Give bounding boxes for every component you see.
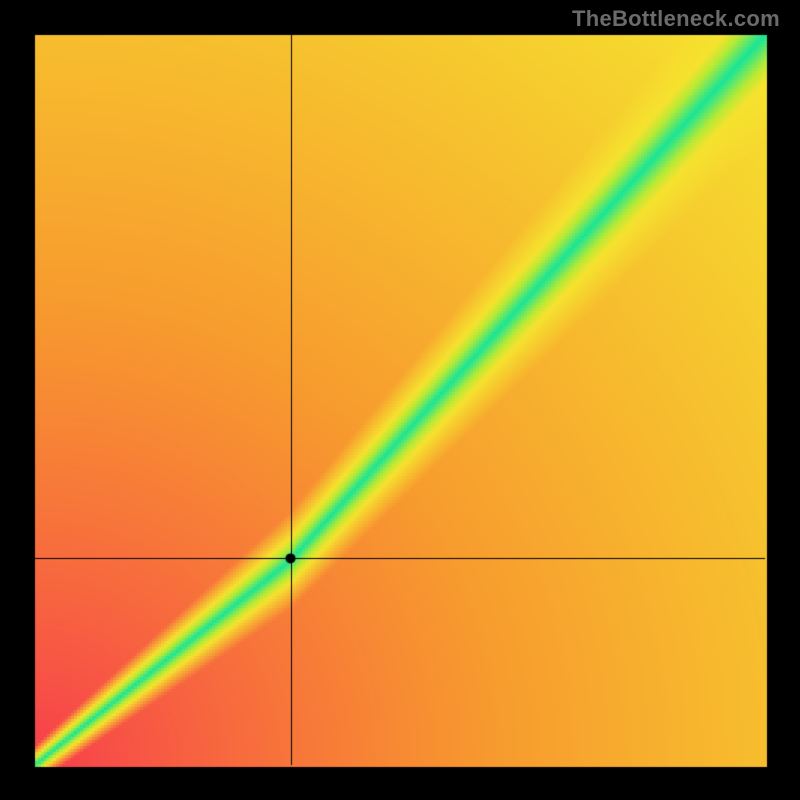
watermark-text: TheBottleneck.com — [572, 6, 780, 32]
heatmap-canvas — [0, 0, 800, 800]
chart-container: TheBottleneck.com — [0, 0, 800, 800]
